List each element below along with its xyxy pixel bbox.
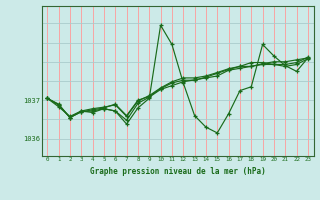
X-axis label: Graphe pression niveau de la mer (hPa): Graphe pression niveau de la mer (hPa) <box>90 167 266 176</box>
